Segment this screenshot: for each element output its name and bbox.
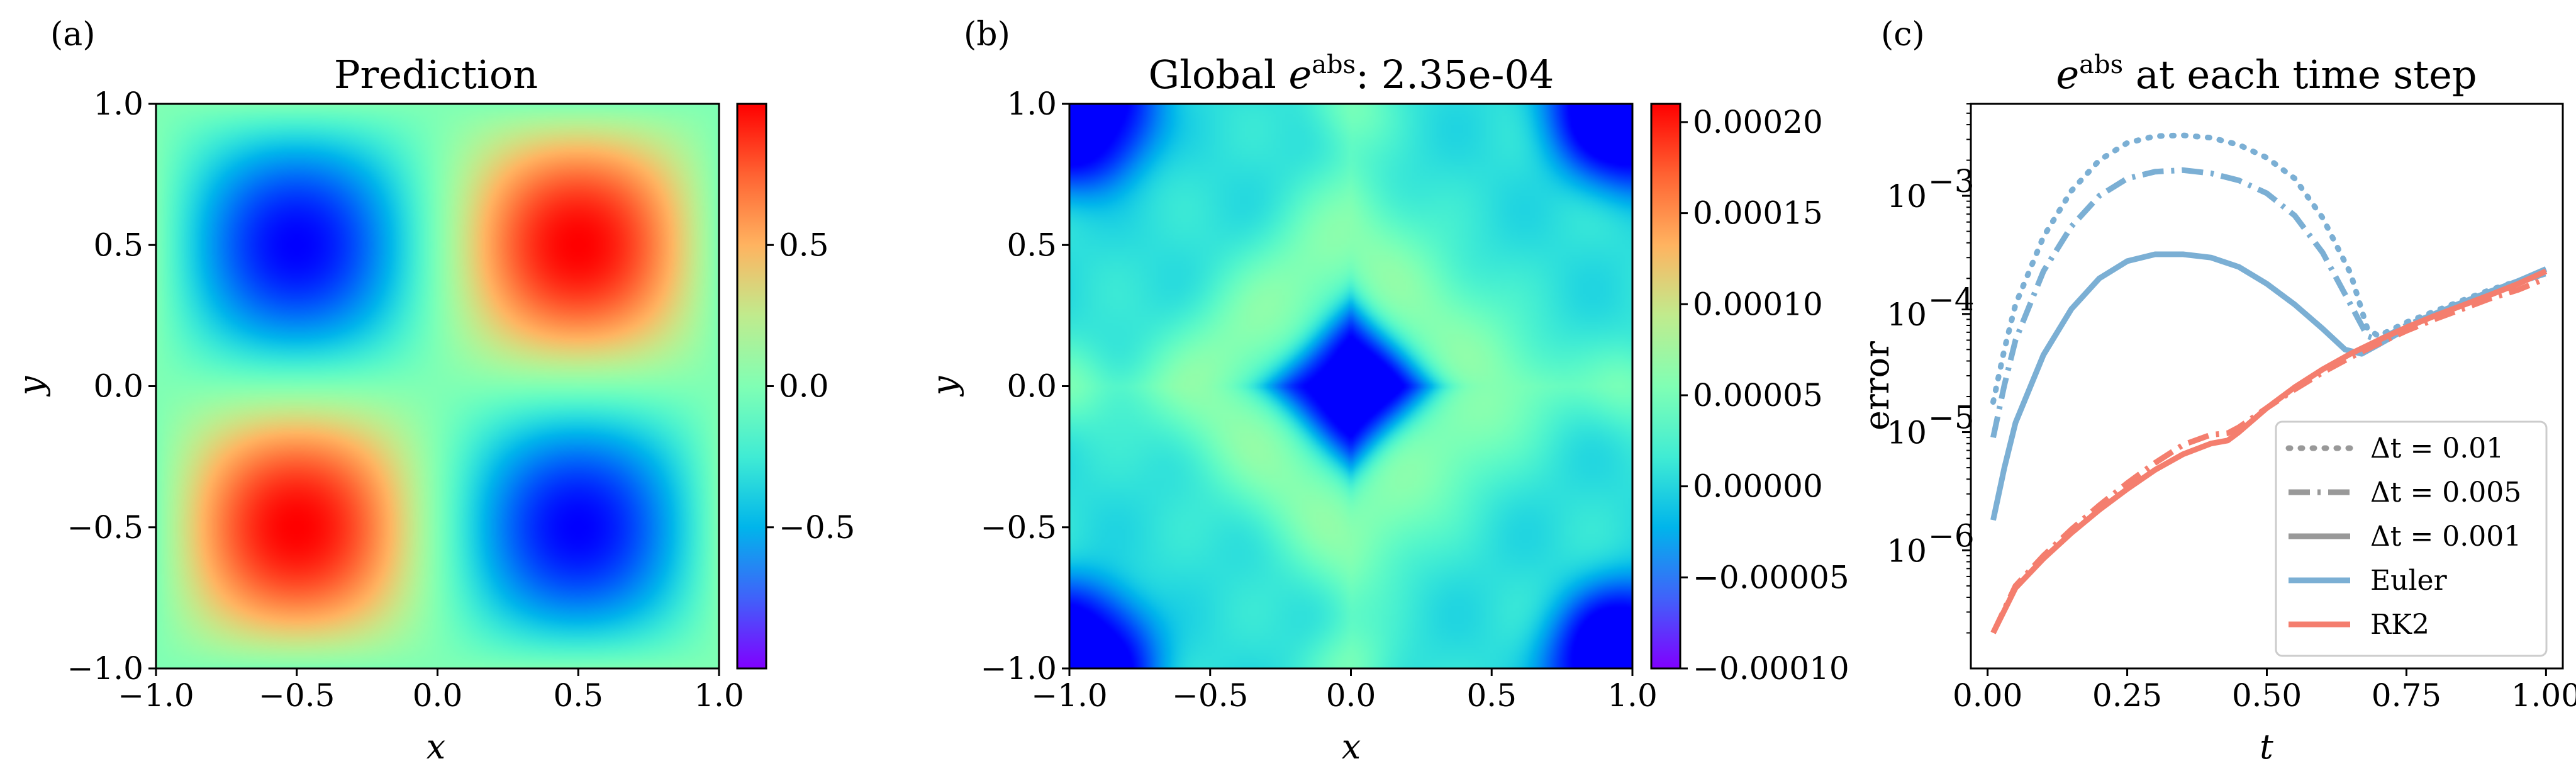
y-tick-exponent: −4 — [1928, 281, 1975, 318]
panel-c-axes: 0.00 0.25 0.50 0.75 1.0010−610−510−410−3 — [1887, 103, 2576, 714]
panel-c-title-sup: abs — [2079, 50, 2123, 79]
series-line-euler-dotted — [1990, 132, 2549, 405]
panel-b-title-prefix: Global — [1149, 52, 1289, 98]
x-tick-label: 0.75 — [2372, 677, 2441, 714]
y-tick-label: 0.5 — [1006, 227, 1057, 263]
panel-c-label: (c) — [1881, 16, 1925, 54]
y-tick-exponent: −3 — [1928, 163, 1975, 200]
panel-c-series — [1990, 132, 2549, 634]
y-tick-label: 10 — [1887, 296, 1927, 333]
panel-c-xlabel: t — [2260, 727, 2273, 767]
x-tick-label: −1.0 — [118, 677, 194, 714]
legend-label: RK2 — [2370, 609, 2429, 641]
colorbar-tick-label: 0.00010 — [1693, 286, 1823, 322]
panel-b-title-suffix: : 2.35e-04 — [1356, 52, 1554, 98]
panel-a-axes: −1.0 −0.5 0.0 0.5 1.0 −1.0 −0.5 0.0 0.5 1.0 — [67, 86, 744, 714]
y-tick-label: 1.0 — [1006, 86, 1057, 122]
y-tick-label: 0.0 — [1006, 368, 1057, 405]
x-tick-label: −1.0 — [1031, 677, 1107, 714]
colorbar-tick-label: 0.00020 — [1693, 104, 1823, 140]
panel-c-title: eabs at each time step — [2056, 50, 2477, 98]
y-tick-label: 0.0 — [93, 368, 143, 405]
panel-b-title-e: e — [1289, 52, 1312, 98]
panel-a-heatmap — [156, 104, 719, 668]
y-tick-label: 1.0 — [93, 86, 143, 122]
panel-a-label: (a) — [50, 16, 96, 54]
colorbar-tick-label: −0.00005 — [1693, 559, 1849, 595]
panel-b-ylabel: y — [925, 375, 964, 397]
y-tick-label: 10 — [1887, 415, 1927, 451]
panel-b-colorbar-ticks: −0.00010 −0.00005 0.00000 0.00005 0.00010 0.0… — [1680, 104, 1849, 687]
panel-a-xlabel: x — [427, 727, 445, 767]
y-tick-label: −0.5 — [67, 509, 143, 546]
x-tick-label: 1.00 — [2511, 677, 2576, 714]
legend-label: Δt = 0.001 — [2370, 521, 2521, 553]
panel-b-xlabel: x — [1342, 727, 1361, 767]
x-tick-label: 0.5 — [553, 677, 603, 714]
x-tick-label: 0.5 — [1466, 677, 1517, 714]
panel-b-title-sup: abs — [1312, 50, 1356, 79]
colorbar-tick-label: 0.0 — [779, 368, 829, 405]
panel-c-legend: Δt = 0.01 Δt = 0.005 Δt = 0.001 Euler RK2 — [2275, 420, 2548, 657]
x-tick-label: 1.0 — [1607, 677, 1658, 714]
x-tick-label: 0.25 — [2092, 677, 2162, 714]
colorbar-tick-label: −0.00010 — [1693, 650, 1849, 687]
colorbar-tick-label: 0.00015 — [1693, 195, 1823, 232]
y-tick-label: −1.0 — [67, 650, 143, 687]
panel-a-colorbar — [736, 103, 767, 670]
y-tick-exponent: −5 — [1928, 400, 1975, 436]
legend-label: Δt = 0.01 — [2370, 432, 2504, 465]
panel-a-ylabel: y — [11, 375, 51, 397]
x-tick-label: 1.0 — [694, 677, 744, 714]
panel-c: (c) eabs at each time step 0.00 0.25 0.50 0… — [1857, 16, 2576, 767]
panel-b-heatmap — [1069, 104, 1632, 668]
x-tick-label: −0.5 — [1172, 677, 1248, 714]
colorbar-tick-label: −0.5 — [779, 509, 855, 546]
panel-b-axes: −1.0 −0.5 0.0 0.5 1.0 −1.0 −0.5 0.0 0.5 1.0 — [981, 86, 1658, 714]
series-line-rk2-solid — [1990, 268, 2548, 634]
legend-label: Euler — [2370, 565, 2448, 597]
panel-c-title-suffix: at each time step — [2123, 52, 2477, 98]
panel-a: (a) Prediction −1.0 −0.5 0.0 0.5 1.0 −1.0 −0.5… — [11, 16, 855, 767]
colorbar-tick-label: 0.00000 — [1693, 468, 1823, 505]
colorbar-tick-label: 0.5 — [779, 227, 829, 263]
y-tick-exponent: −6 — [1928, 517, 1975, 554]
x-tick-label: 0.0 — [413, 677, 463, 714]
x-tick-label: 0.50 — [2232, 677, 2302, 714]
panel-b-colorbar — [1650, 103, 1681, 670]
panel-c-ylabel: error — [1857, 341, 1897, 431]
y-tick-label: 10 — [1887, 178, 1927, 215]
y-tick-label: 0.5 — [93, 227, 143, 263]
legend-label: Δt = 0.005 — [2370, 476, 2521, 509]
x-tick-label: 0.0 — [1326, 677, 1376, 714]
series-line-euler-dashdot — [1990, 167, 2547, 439]
x-tick-label: 0.00 — [1953, 677, 2022, 714]
legend-box — [2275, 420, 2548, 657]
panel-b-label: (b) — [964, 16, 1010, 54]
panel-a-colorbar-ticks: −0.5 0.0 0.5 — [766, 227, 855, 546]
x-tick-label: −0.5 — [259, 677, 335, 714]
panel-c-title-e: e — [2056, 52, 2079, 98]
y-tick-label: −0.5 — [981, 509, 1057, 546]
panel-a-title: Prediction — [334, 52, 538, 98]
panel-b: (b) Global eabs: 2.35e-04 −1.0 −0.5 0.0 0.5… — [925, 16, 1849, 767]
panel-b-title: Global eabs: 2.35e-04 — [1149, 50, 1554, 98]
colorbar-tick-label: 0.00005 — [1693, 377, 1823, 414]
y-tick-label: 10 — [1887, 532, 1927, 569]
y-tick-label: −1.0 — [981, 650, 1057, 687]
